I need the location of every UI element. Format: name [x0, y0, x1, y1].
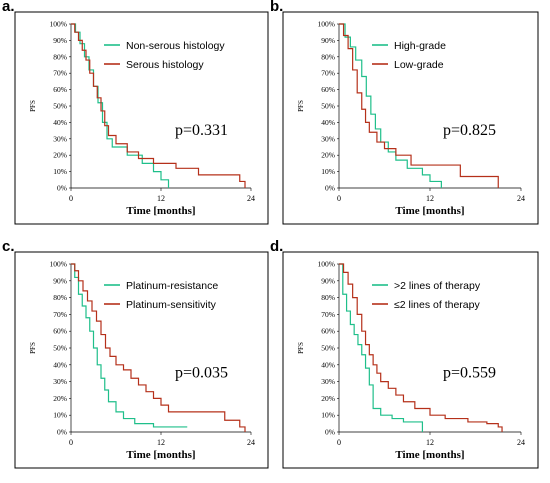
y-tick-label: 40% [321, 360, 335, 369]
x-tick-label: 12 [426, 194, 434, 203]
y-tick-label: 100% [318, 260, 336, 269]
y-tick-label: 30% [53, 134, 67, 143]
x-tick-label: 24 [247, 194, 255, 203]
y-axis-label: PFS [29, 100, 37, 112]
y-tick-label: 50% [321, 102, 335, 111]
x-tick-label: 0 [69, 438, 73, 447]
y-tick-label: 0% [325, 428, 335, 437]
x-tick-label: 12 [157, 194, 165, 203]
panel-4: d. 0% 10% 20% 30% 40% 50% 60% 70% 80% 90% 100% 0 12 24… [270, 238, 539, 469]
series-line-1 [71, 23, 170, 188]
series-line-2 [71, 263, 246, 432]
y-tick-label: 90% [321, 276, 335, 285]
x-tick-label: 0 [337, 194, 341, 203]
y-tick-label: 40% [53, 360, 67, 369]
x-axis-label: Time [months] [395, 449, 464, 461]
p-value: p=0.559 [443, 364, 496, 381]
x-tick-label: 24 [247, 438, 255, 447]
panel-1: a. 0% 10% 20% 30% 40% 50% 60% 70% 80% 90% 100% 0 12 24… [2, 0, 269, 225]
series-line-2 [339, 23, 499, 188]
y-tick-label: 20% [53, 151, 67, 160]
y-tick-label: 70% [321, 310, 335, 319]
panel-3: c. 0% 10% 20% 30% 40% 50% 60% 70% 80% 90% 100% 0 12 24… [2, 238, 269, 469]
y-axis-label: PFS [297, 100, 305, 112]
y-tick-label: 10% [321, 411, 335, 420]
y-tick-label: 20% [321, 151, 335, 160]
x-tick-label: 0 [337, 438, 341, 447]
legend-label: Low-grade [394, 59, 444, 71]
x-axis-label: Time [months] [126, 449, 195, 461]
y-tick-label: 50% [53, 102, 67, 111]
legend-label: Platinum-resistance [126, 280, 218, 292]
panel-2: b. 0% 10% 20% 30% 40% 50% 60% 70% 80% 90% 100% 0 12 24… [270, 0, 539, 225]
y-tick-label: 40% [53, 118, 67, 127]
y-tick-label: 50% [321, 344, 335, 353]
legend-label: Serous histology [126, 59, 204, 71]
y-tick-label: 60% [53, 327, 67, 336]
y-tick-label: 90% [53, 276, 67, 285]
p-value: p=0.825 [443, 122, 496, 139]
y-axis-label: PFS [29, 342, 37, 354]
y-tick-label: 70% [321, 69, 335, 78]
panel-label: b. [270, 0, 283, 15]
y-tick-label: 90% [53, 36, 67, 45]
p-value: p=0.331 [175, 122, 228, 139]
y-tick-label: 60% [321, 327, 335, 336]
y-tick-label: 80% [321, 52, 335, 61]
panel-label: a. [2, 0, 15, 15]
series-line-1 [71, 263, 188, 428]
y-tick-label: 70% [53, 69, 67, 78]
y-tick-label: 10% [321, 167, 335, 176]
legend-label: High-grade [394, 40, 446, 52]
y-tick-label: 80% [53, 293, 67, 302]
y-tick-label: 80% [53, 52, 67, 61]
series-line-2 [339, 263, 503, 432]
x-axis-label: Time [months] [395, 205, 464, 217]
y-tick-label: 90% [321, 36, 335, 45]
panel-frame [282, 11, 539, 225]
y-tick-label: 30% [321, 377, 335, 386]
y-tick-label: 0% [57, 428, 67, 437]
x-tick-label: 24 [517, 438, 525, 447]
y-tick-label: 40% [321, 118, 335, 127]
y-tick-label: 80% [321, 293, 335, 302]
y-tick-label: 100% [50, 260, 68, 269]
panel-frame [282, 251, 539, 469]
y-tick-label: 10% [53, 411, 67, 420]
x-tick-label: 12 [157, 438, 165, 447]
series-line-2 [71, 23, 246, 188]
y-tick-label: 10% [53, 167, 67, 176]
panel-label: c. [2, 238, 15, 255]
y-tick-label: 60% [53, 85, 67, 94]
y-axis-label: PFS [297, 342, 305, 354]
y-tick-label: 30% [321, 134, 335, 143]
x-axis-label: Time [months] [126, 205, 195, 217]
y-tick-label: 30% [53, 377, 67, 386]
x-tick-label: 0 [69, 194, 73, 203]
y-tick-label: 20% [321, 394, 335, 403]
y-tick-label: 50% [53, 344, 67, 353]
x-tick-label: 24 [517, 194, 525, 203]
legend-label: Non-serous histology [126, 40, 225, 52]
y-tick-label: 0% [57, 184, 67, 193]
y-tick-label: 0% [325, 184, 335, 193]
y-tick-label: 20% [53, 394, 67, 403]
y-tick-label: 60% [321, 85, 335, 94]
legend-label: Platinum-sensitivity [126, 299, 217, 311]
series-line-1 [339, 263, 424, 432]
legend-label: >2 lines of therapy [394, 280, 481, 292]
y-tick-label: 100% [50, 20, 68, 29]
y-tick-label: 100% [318, 20, 336, 29]
panel-frame [14, 11, 269, 225]
panel-frame [14, 251, 269, 469]
legend-label: ≤2 lines of therapy [394, 299, 480, 311]
x-tick-label: 12 [426, 438, 434, 447]
series-line-1 [339, 23, 442, 188]
p-value: p=0.035 [175, 364, 228, 381]
y-tick-label: 70% [53, 310, 67, 319]
panel-label: d. [270, 238, 283, 255]
